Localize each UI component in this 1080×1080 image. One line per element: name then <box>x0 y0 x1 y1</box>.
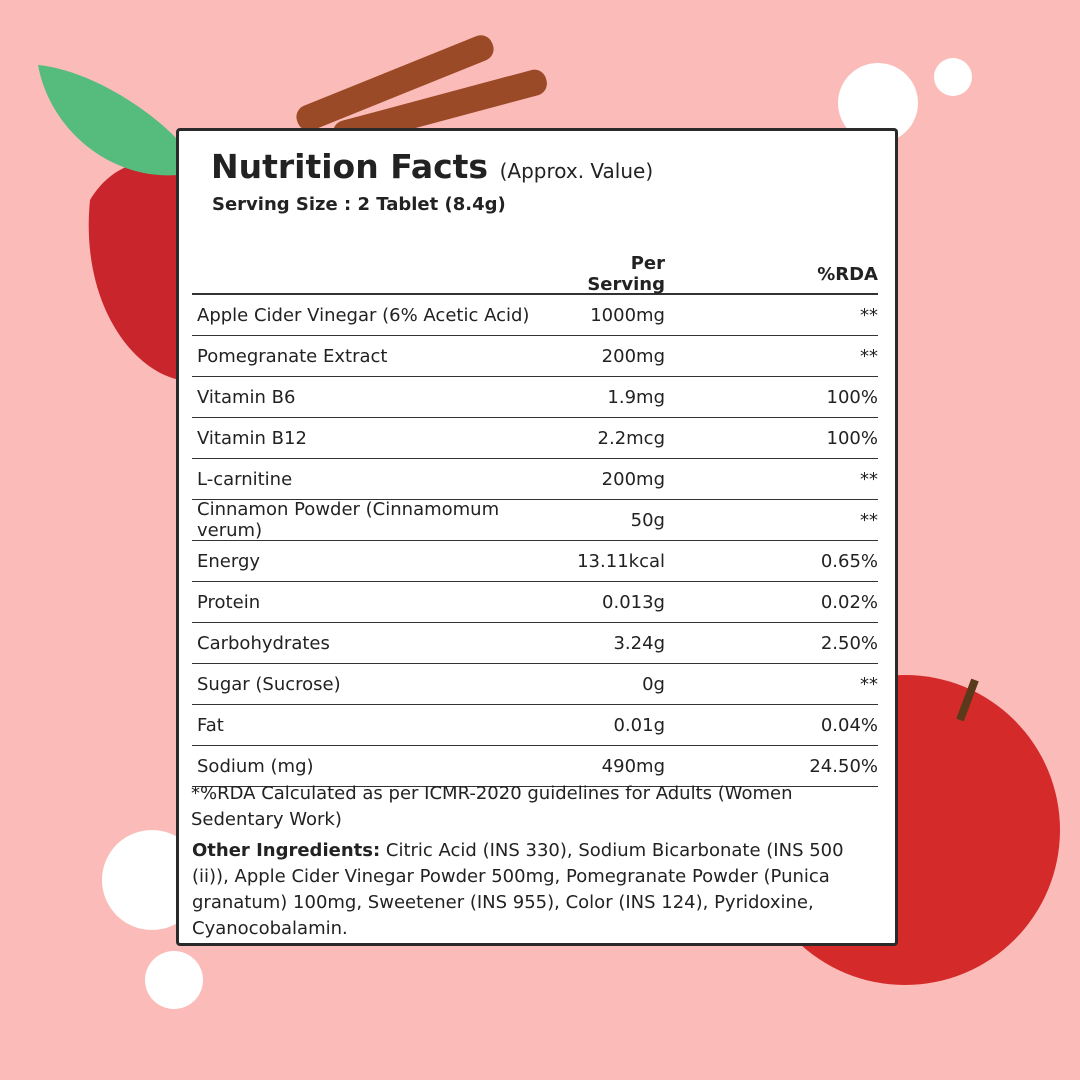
table-row: Energy 13.11kcal 0.65% <box>192 541 878 582</box>
nutrient: Vitamin B6 <box>197 386 296 408</box>
bubble <box>934 58 972 96</box>
rda: ** <box>860 468 878 490</box>
cinnamon <box>296 35 547 147</box>
table-row: Fat 0.01g 0.04% <box>192 705 878 746</box>
per-serving: 1000mg <box>590 304 665 326</box>
per-serving: 0.01g <box>613 714 665 736</box>
bubble <box>145 951 203 1009</box>
rda: 0.65% <box>820 550 878 572</box>
table-row: Carbohydrates 3.24g 2.50% <box>192 623 878 664</box>
table-row: Pomegranate Extract 200mg ** <box>192 336 878 377</box>
nutrition-table: Per Serving %RDA Apple Cider Vinegar (6% … <box>192 253 878 787</box>
stem <box>956 678 979 722</box>
rda: 2.50% <box>820 632 878 654</box>
rda: ** <box>860 345 878 367</box>
subtitle: (Approx. Value) <box>499 159 654 183</box>
other-ingredients: Other Ingredients: Citric Acid (INS 330)… <box>192 838 882 942</box>
label: Other Ingredients: <box>192 840 381 861</box>
footnote: *%RDA Calculated as per ICMR-2020 guidel… <box>191 783 793 830</box>
title-text: Nutrition Facts <box>211 147 489 186</box>
table-row: Cinnamon Powder (Cinnamomum verum) 50g ** <box>192 499 878 541</box>
nutrient: Fat <box>197 714 224 736</box>
table-row: Sodium (mg) 490mg 24.50% <box>192 746 878 787</box>
per-serving: 3.24g <box>613 632 665 654</box>
nutrient: Sodium (mg) <box>197 755 314 777</box>
rda: 24.50% <box>809 755 878 777</box>
per-serving: 2.2mcg <box>597 427 665 449</box>
per-serving: 200mg <box>601 345 665 367</box>
nutrient: Carbohydrates <box>197 632 330 654</box>
leaf <box>38 65 178 176</box>
rda: ** <box>860 509 878 531</box>
table-row: L-carnitine 200mg ** <box>192 459 878 500</box>
nutrient: Protein <box>197 591 261 613</box>
per-serving: 1.9mg <box>607 386 665 408</box>
nutrition-card: Nutrition Facts (Approx. Value) Serving … <box>176 128 898 946</box>
nutrient: Apple Cider Vinegar (6% Acetic Acid) <box>197 304 530 326</box>
table-row: Vitamin B6 1.9mg 100% <box>192 377 878 418</box>
header-row: Per Serving %RDA <box>192 253 878 295</box>
rda: ** <box>860 304 878 326</box>
apple-left <box>88 161 180 380</box>
serving-size: Serving Size : 2 Tablet (8.4g) <box>212 194 506 215</box>
rda: 100% <box>826 386 878 408</box>
nutrient: Vitamin B12 <box>197 427 307 449</box>
per-serving: 0g <box>642 673 665 695</box>
table-row: Sugar (Sucrose) 0g ** <box>192 664 878 705</box>
nutrient: Sugar (Sucrose) <box>197 673 341 695</box>
nutrient: Pomegranate Extract <box>197 345 388 367</box>
per-serving: 0.013g <box>602 591 665 613</box>
per-serving: 13.11kcal <box>577 550 665 572</box>
nutrient: Cinnamon Powder (Cinnamomum verum) <box>197 499 500 541</box>
nutrient: Energy <box>197 550 261 572</box>
per-serving: 490mg <box>601 755 665 777</box>
ingredients-text: Citric Acid (INS 330), Sodium Bicarbonat… <box>192 840 844 939</box>
bubble <box>838 63 918 143</box>
rda: 0.04% <box>820 714 878 736</box>
column-header: %RDA <box>817 263 878 285</box>
rda: 100% <box>826 427 878 449</box>
nutrient: L-carnitine <box>197 468 293 490</box>
table-row: Protein 0.013g 0.02% <box>192 582 878 623</box>
rda: ** <box>860 673 878 695</box>
column-header: Per Serving <box>587 253 665 295</box>
title: Nutrition Facts (Approx. Value) <box>211 147 653 186</box>
per-serving: 200mg <box>601 468 665 490</box>
table-row: Vitamin B12 2.2mcg 100% <box>192 418 878 459</box>
per-serving: 50g <box>630 509 665 531</box>
rda: 0.02% <box>820 591 878 613</box>
table-row: Apple Cider Vinegar (6% Acetic Acid) 1000… <box>192 295 878 336</box>
